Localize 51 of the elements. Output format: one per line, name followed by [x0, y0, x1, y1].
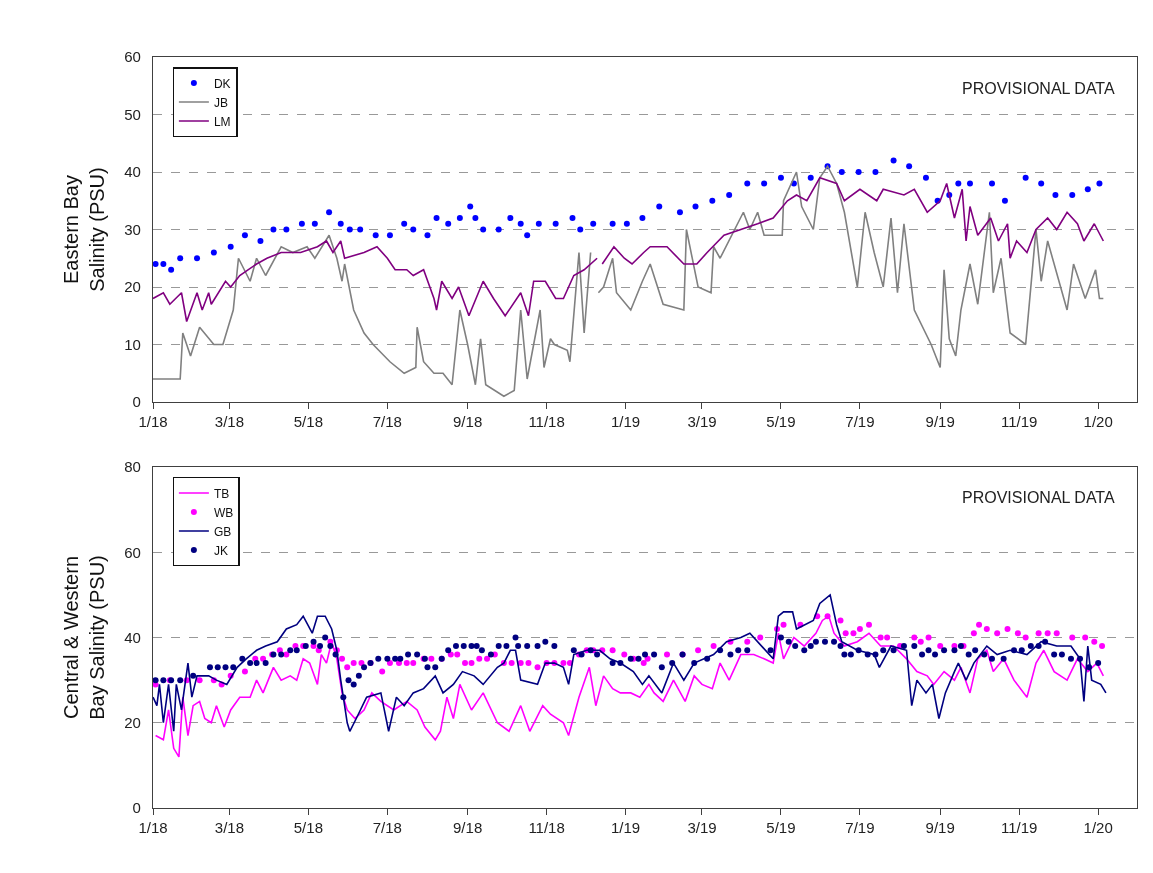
legend-label: JB — [213, 95, 228, 110]
x-tick-label: 3/18 — [214, 819, 244, 837]
x-tick-label: 1/20 — [1083, 819, 1113, 837]
y-tick-label: 60 — [124, 48, 141, 66]
x-tick-label: 3/19 — [687, 413, 717, 431]
legend-label: WB — [213, 505, 234, 520]
x-tick-label: 11/19 — [1000, 819, 1038, 837]
annotation: PROVISIONAL DATA — [962, 80, 1115, 97]
legend-label: GB — [213, 524, 232, 539]
x-tick-label: 9/18 — [453, 413, 483, 431]
x-tick-label: 1/19 — [610, 413, 641, 431]
x-tick-label: 3/18 — [214, 413, 244, 431]
x-tick-label: 1/20 — [1083, 413, 1113, 431]
legend-label: JK — [213, 543, 228, 558]
line-series — [154, 615, 1105, 758]
y-tick-label: 40 — [124, 628, 141, 646]
x-tick-label: 7/19 — [845, 413, 875, 431]
x-tick-label: 7/18 — [372, 819, 402, 837]
x-tick-label: 7/19 — [845, 819, 875, 837]
x-tick-label: 7/18 — [372, 413, 402, 431]
x-tick-label: 11/18 — [528, 819, 565, 837]
x-tick-label: 3/19 — [687, 819, 717, 837]
x-tick-label: 5/19 — [766, 413, 796, 431]
y-tick-label: 0 — [132, 393, 141, 411]
x-tick-label: 1/18 — [138, 413, 168, 431]
legend-label: LM — [213, 114, 231, 129]
x-tick-label: 5/18 — [293, 819, 323, 837]
y-tick-label: 60 — [124, 543, 141, 561]
y-tick-label: 10 — [124, 335, 141, 353]
y-axis-title: Central & Western Bay Salinity (PSU) — [59, 555, 108, 720]
x-tick-label: 5/19 — [766, 819, 796, 837]
line-series — [153, 594, 1107, 733]
annotation: PROVISIONAL DATA — [962, 489, 1115, 506]
y-axis-title: Eastern Bay Salinity (PSU) — [59, 167, 108, 292]
y-tick-label: 80 — [124, 458, 141, 476]
legend-label: TB — [213, 486, 230, 501]
y-tick-label: 50 — [124, 105, 141, 123]
y-tick-label: 40 — [124, 163, 141, 181]
x-tick-label: 1/19 — [610, 819, 641, 837]
y-tick-label: 20 — [124, 278, 141, 296]
y-tick-label: 0 — [132, 799, 141, 817]
x-tick-label: 9/19 — [925, 819, 955, 837]
x-tick-label: 1/18 — [138, 819, 168, 837]
x-tick-label: 11/18 — [528, 413, 565, 431]
x-tick-label: 9/18 — [453, 819, 483, 837]
x-tick-label: 11/19 — [1000, 413, 1038, 431]
x-tick-label: 5/18 — [293, 413, 323, 431]
y-tick-label: 20 — [124, 714, 141, 731]
y-tick-label: 30 — [124, 220, 141, 238]
x-tick-label: 9/19 — [925, 413, 955, 431]
legend-label: DK — [213, 76, 231, 91]
